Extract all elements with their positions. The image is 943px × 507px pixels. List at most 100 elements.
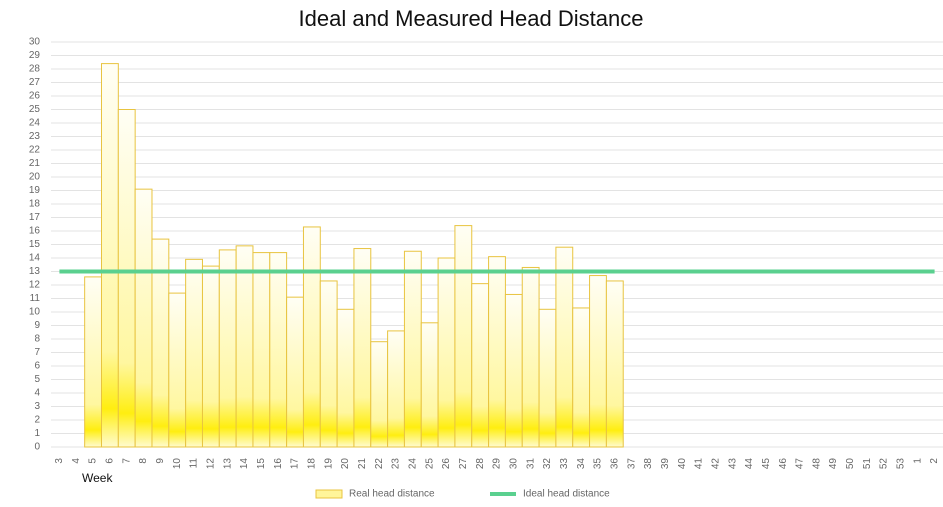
x-tick-label: 33 (559, 458, 570, 470)
x-tick-label: 11 (189, 458, 200, 469)
y-tick-label: 1 (34, 428, 40, 439)
bar (269, 252, 288, 448)
y-tick-label: 13 (29, 266, 41, 277)
y-tick-label: 29 (29, 50, 41, 61)
bar (100, 63, 119, 448)
x-tick-label: 45 (761, 458, 772, 470)
x-tick-label: 16 (273, 458, 284, 470)
x-tick-label: 4 (71, 458, 82, 464)
x-tick-label: 38 (643, 458, 654, 470)
bar (319, 280, 338, 448)
legend-swatch (315, 489, 343, 499)
x-tick-label: 21 (357, 458, 368, 470)
y-tick-label: 26 (29, 91, 41, 102)
x-tick-label: 5 (88, 458, 99, 464)
y-tick-label: 20 (29, 172, 41, 183)
x-tick-label: 19 (323, 458, 334, 470)
y-tick-label: 9 (34, 320, 40, 331)
bar (454, 225, 473, 448)
bar (437, 257, 456, 448)
x-tick-label: 22 (374, 458, 385, 470)
y-tick-label: 24 (29, 118, 41, 129)
x-tick-label: 50 (845, 458, 856, 470)
bar (302, 226, 321, 448)
x-tick-label: 41 (694, 458, 705, 470)
x-tick-label: 17 (290, 458, 301, 470)
x-tick-label: 32 (542, 458, 553, 470)
x-tick-label: 24 (407, 458, 418, 470)
y-tick-label: 25 (29, 104, 41, 115)
y-tick-label: 19 (29, 185, 41, 196)
y-tick-label: 18 (29, 199, 41, 210)
y-tick-label: 3 (34, 401, 40, 412)
bar (387, 330, 405, 448)
bar (555, 246, 574, 448)
x-tick-label: 36 (609, 458, 620, 470)
x-tick-label: 27 (458, 458, 469, 470)
bar (134, 188, 153, 448)
y-tick-label: 4 (34, 388, 40, 399)
x-tick-label: 9 (155, 458, 166, 464)
x-tick-label: 48 (811, 458, 822, 470)
y-tick-label: 27 (29, 77, 41, 88)
y-tick-label: 8 (34, 334, 40, 345)
bar (488, 256, 506, 448)
bar (605, 280, 624, 448)
bar (218, 249, 237, 448)
bar (117, 109, 136, 448)
x-tick-label: 23 (391, 458, 402, 470)
x-tick-label: 47 (795, 458, 806, 470)
bar (286, 296, 304, 448)
bar (235, 245, 254, 448)
bar (403, 250, 422, 448)
x-tick-label: 26 (441, 458, 452, 470)
x-tick-label: 39 (660, 458, 671, 470)
y-tick-label: 23 (29, 131, 41, 142)
bar (471, 283, 490, 448)
y-tick-label: 12 (29, 280, 41, 291)
x-tick-label: 7 (121, 458, 132, 464)
x-tick-label: 42 (710, 458, 721, 470)
y-tick-label: 17 (29, 212, 41, 223)
bar (201, 265, 220, 448)
x-tick-label: 3 (54, 458, 65, 464)
y-tick-label: 28 (29, 64, 41, 75)
bar (504, 293, 523, 448)
x-tick-label: 52 (879, 458, 890, 470)
y-tick-label: 0 (34, 442, 40, 453)
x-tick-label: 28 (475, 458, 486, 470)
x-tick-label: 13 (222, 458, 233, 470)
bar (572, 307, 591, 448)
x-tick-label: 49 (828, 458, 839, 470)
y-tick-label: 22 (29, 145, 41, 156)
x-tick-label: 46 (778, 458, 789, 470)
bar (84, 276, 102, 448)
legend-label: Real head distance (349, 489, 435, 500)
bar (185, 258, 203, 448)
bar (521, 266, 540, 448)
x-tick-label: 53 (896, 458, 907, 470)
bar (420, 322, 439, 448)
x-tick-label: 14 (239, 458, 250, 470)
x-tick-label: 12 (206, 458, 217, 470)
bar (370, 341, 389, 448)
x-tick-label: 37 (626, 458, 637, 470)
x-tick-label: 8 (138, 458, 149, 464)
y-tick-label: 7 (34, 347, 40, 358)
x-tick-label: 2 (929, 458, 940, 464)
x-tick-label: 40 (677, 458, 688, 470)
x-tick-label: 25 (424, 458, 435, 470)
x-tick-label: 1 (912, 458, 923, 464)
x-tick-label: 31 (525, 458, 536, 470)
y-tick-label: 16 (29, 226, 41, 237)
x-tick-label: 43 (727, 458, 738, 470)
x-tick-label: 30 (508, 458, 519, 470)
x-tick-label: 35 (593, 458, 604, 470)
chart-title: Ideal and Measured Head Distance (299, 6, 644, 31)
bar (168, 292, 187, 448)
y-tick-label: 6 (34, 361, 40, 372)
legend-label: Ideal head distance (523, 489, 610, 500)
x-tick-label: 18 (307, 458, 318, 470)
bar (252, 252, 271, 448)
